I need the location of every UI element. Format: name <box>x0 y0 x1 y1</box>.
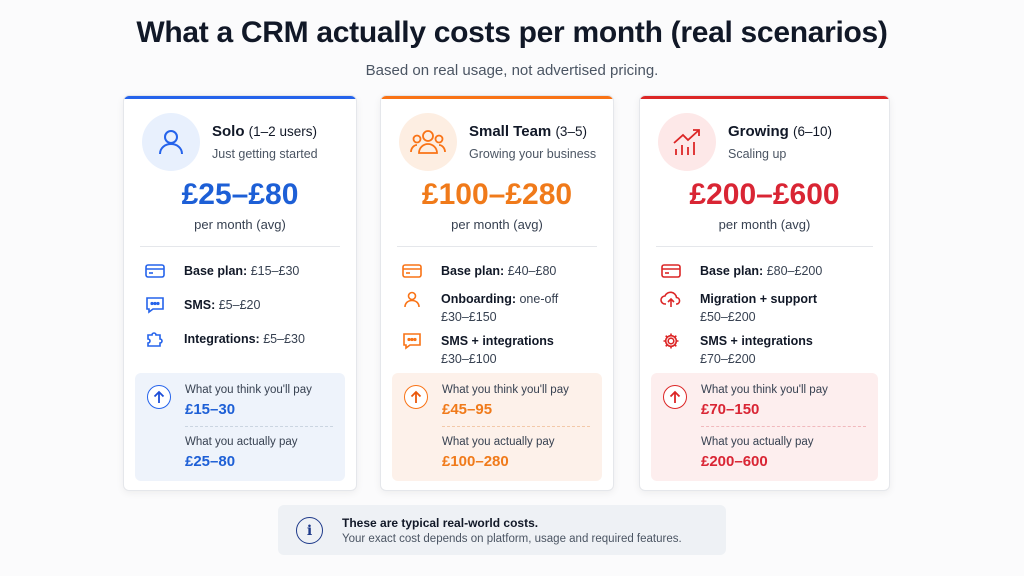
cost-item: Base plan: £40–£80 <box>401 262 603 280</box>
expected-label: What you think you'll pay <box>701 384 828 396</box>
arrow-up-icon <box>663 385 687 409</box>
price-period: per month (avg) <box>718 217 811 232</box>
cost-item: Base plan: £80–£200 <box>660 262 879 280</box>
expected-label: What you think you'll pay <box>185 384 312 396</box>
expected-label: What you think you'll pay <box>442 384 569 396</box>
note-headline: These are typical real-world costs. <box>342 516 539 530</box>
actual-label: What you actually pay <box>185 436 298 448</box>
cost-item: SMS + integrations £70–£200 <box>660 332 879 368</box>
page-subtitle: Based on real usage, not advertised pric… <box>365 62 659 79</box>
cost-item: Integrations: £5–£30 <box>144 330 346 348</box>
tier-tagline: Growing your business <box>469 147 597 161</box>
price-comparison: What you think you'll pay £70–150 What y… <box>651 373 878 481</box>
cost-item: Migration + support £50–£200 <box>660 290 879 326</box>
arrow-up-icon <box>404 385 428 409</box>
chat-bubble-icon <box>401 332 423 350</box>
cost-item: Onboarding: one-off £30–£150 <box>401 290 603 326</box>
tier-tagline: Scaling up <box>728 147 787 161</box>
divider <box>140 246 340 247</box>
card-accent-bar <box>640 96 889 99</box>
tier-tagline: Just getting started <box>212 147 318 161</box>
user-icon <box>142 113 200 171</box>
users-group-icon <box>399 113 457 171</box>
cost-item: SMS + integrations £30–£100 <box>401 332 603 368</box>
expected-value: £70–150 <box>701 401 760 418</box>
cost-item: SMS: £5–£20 <box>144 296 346 314</box>
tier-price: £100–£280 <box>421 178 573 211</box>
price-period: per month (avg) <box>451 217 543 232</box>
credit-card-icon <box>660 262 682 280</box>
info-note: i These are typical real-world costs. Yo… <box>278 505 726 555</box>
puzzle-icon <box>144 330 166 348</box>
person-icon <box>401 290 423 308</box>
growth-chart-icon <box>658 113 716 171</box>
chat-bubble-icon <box>144 296 166 314</box>
pricing-card-solo: Solo (1–2 users) Just getting started £2… <box>123 95 357 491</box>
card-accent-bar <box>124 96 356 99</box>
tier-name: Solo (1–2 users) <box>212 123 317 140</box>
arrow-up-icon <box>147 385 171 409</box>
expected-value: £45–95 <box>442 401 493 418</box>
price-period: per month (avg) <box>194 217 286 232</box>
tier-name: Growing (6–10) <box>728 123 833 140</box>
pricing-card-small-team: Small Team (3–5) Growing your business £… <box>380 95 614 491</box>
actual-value: £100–280 <box>442 453 509 470</box>
credit-card-icon <box>401 262 423 280</box>
card-accent-bar <box>381 96 613 99</box>
info-icon: i <box>296 517 323 544</box>
actual-label: What you actually pay <box>701 436 814 448</box>
actual-label: What you actually pay <box>442 436 555 448</box>
dashed-divider <box>185 426 333 427</box>
price-comparison: What you think you'll pay £15–30 What yo… <box>135 373 345 481</box>
tier-price: £200–£600 <box>689 178 840 211</box>
cost-item: Base plan: £15–£30 <box>144 262 346 280</box>
pricing-card-growing: Growing (6–10) Scaling up £200–£600 per … <box>639 95 890 491</box>
actual-value: £25–80 <box>185 453 236 470</box>
tier-price: £25–£80 <box>181 178 299 211</box>
divider <box>397 246 597 247</box>
tier-name: Small Team (3–5) <box>469 123 587 140</box>
actual-value: £200–600 <box>701 453 768 470</box>
expected-value: £15–30 <box>185 401 236 418</box>
dashed-divider <box>701 426 866 427</box>
credit-card-icon <box>144 262 166 280</box>
divider <box>656 246 873 247</box>
dashed-divider <box>442 426 590 427</box>
gear-icon <box>660 332 682 350</box>
page-title: What a CRM actually costs per month (rea… <box>136 16 888 49</box>
price-comparison: What you think you'll pay £45–95 What yo… <box>392 373 602 481</box>
cloud-upload-icon <box>660 290 682 308</box>
note-detail: Your exact cost depends on platform, usa… <box>342 533 682 545</box>
